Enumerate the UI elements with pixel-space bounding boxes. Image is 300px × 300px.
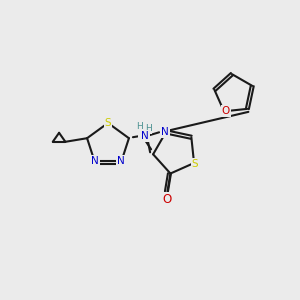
- Text: N: N: [91, 156, 99, 166]
- Text: H: H: [145, 124, 152, 133]
- Text: H: H: [136, 122, 143, 131]
- Text: S: S: [105, 118, 111, 128]
- Text: N: N: [141, 131, 149, 141]
- Text: N: N: [117, 156, 125, 166]
- Text: N: N: [139, 130, 147, 140]
- Text: O: O: [163, 193, 172, 206]
- Text: N: N: [161, 127, 169, 137]
- Text: S: S: [192, 159, 198, 169]
- Text: O: O: [222, 106, 230, 116]
